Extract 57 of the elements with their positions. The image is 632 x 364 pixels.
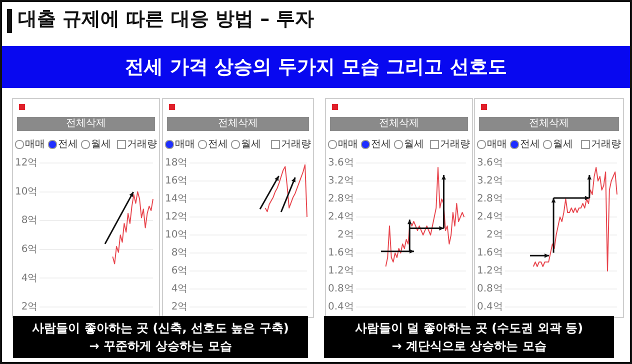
y-tick-label: 6억 [21,244,38,255]
y-tick-label: 2.8억 [476,194,503,205]
text: 전체삭제 [479,117,619,131]
text: 전세 [58,138,78,151]
y-tick-label: 3.6억 [476,158,503,169]
y-tick-label: 0.8억 [476,284,503,295]
y-tick-label: 4억 [171,284,188,295]
text: 월세 [241,138,261,151]
y-tick-label: 1.6억 [476,248,503,259]
text: 거래량 [440,138,470,151]
text: 거래량 [281,138,311,151]
text: 월세 [91,138,111,151]
text: 전세 [520,138,540,151]
y-tick-label: 10억 [164,230,188,241]
y-tick-label: 10억 [14,186,38,198]
y-tick-label: 6억 [171,266,188,277]
text: 전체삭제 [17,117,155,131]
y-tick-label: 8억 [21,215,38,226]
y-tick-label: 18억 [164,158,188,169]
text: 전체삭제 [167,117,309,131]
y-tick-label: 1.2억 [328,266,354,277]
text: 전세 가격 상승의 두가지 모습 그리고 선호도 [2,46,630,88]
y-tick-label: 0.4억 [476,302,503,313]
y-tick-label: 2억 [171,302,188,313]
y-tick-label: 2.8억 [328,194,354,205]
y-tick-label: 2억 [21,302,38,313]
y-tick-label: 8억 [171,248,188,259]
text: 매매 [175,138,195,151]
y-tick-label: 3.2억 [476,176,503,187]
y-tick-label: 4억 [21,272,38,284]
text: 사람들이 좋아하는 곳 (신축, 선호도 높은 구축) → 꾸준하게 상승하는 모습 [13,316,308,358]
text: 전체삭제 [330,117,468,131]
text: 거래량 [591,138,621,151]
text: 월세 [404,138,424,151]
y-tick-label: 0.4억 [328,302,354,313]
text: 매매 [25,138,45,151]
text: 전세 [371,138,391,151]
y-tick-label: 2.4억 [476,212,503,223]
y-tick-label: 1.6억 [328,248,354,259]
text: 대출 규제에 따른 대응 방법 – 투자 [18,7,314,32]
y-tick-label: 2.4억 [328,212,354,223]
y-tick-label: 12억 [14,158,38,169]
y-tick-label: 14억 [164,194,188,205]
y-tick-label: 16억 [164,176,188,187]
y-tick-label: 2억 [338,230,354,241]
text: 거래량 [127,138,157,151]
y-tick-label: 1.2억 [476,266,503,277]
text: 매매 [338,138,358,151]
text: 매매 [487,138,507,151]
text: 전세 [208,138,228,151]
y-tick-label: 12억 [164,212,188,223]
y-tick-label: 0.8억 [328,284,354,295]
text: 월세 [553,138,573,151]
y-tick-label: 3.2억 [328,176,354,187]
y-tick-label: 3.6억 [328,158,354,169]
text: 사람들이 덜 좋아하는 곳 (수도권 외곽 등) → 계단식으로 상승하는 모습 [324,316,614,358]
y-tick-label: 2억 [486,230,503,241]
